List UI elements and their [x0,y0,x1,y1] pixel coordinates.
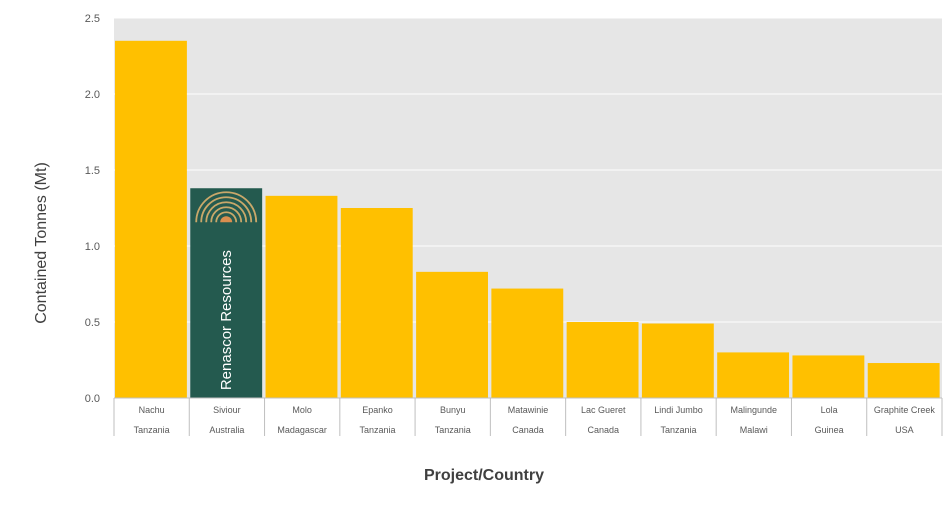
bar [115,40,187,399]
category-project: Lac Gueret [581,405,626,415]
bar [717,352,790,398]
bar [867,363,940,398]
bar [491,288,564,398]
category-country: Canada [512,425,544,435]
y-axis-title: Contained Tonnes (Mt) [33,162,50,324]
category-project: Molo [292,405,312,415]
logo-arc [205,201,248,223]
bar [566,322,639,398]
y-tick-labels: 0.0 0.5 1.0 1.5 2.0 2.5 [85,13,100,405]
y-tick-label: 0.0 [85,393,100,405]
category-project: Matawinie [508,405,549,415]
category-project: Siviour [213,405,241,415]
x-category-table: Nachu Tanzania Siviour Australia Molo Madagas… [113,397,943,436]
bar [340,208,413,398]
bar [641,323,714,398]
category-project: Lola [821,405,838,415]
bar-highlight [190,188,263,398]
category-country: USA [895,425,914,435]
category-country: Canada [588,425,620,435]
category-country: Tanzania [359,425,395,435]
category-country: Tanzania [435,425,471,435]
category-country: Guinea [815,425,844,435]
category-project: Lindi Jumbo [654,405,703,415]
category-project: Nachu [139,405,165,415]
category-country: Madagascar [277,425,327,435]
logo-arc [210,206,243,223]
bar [265,195,338,398]
category-country: Malawi [740,425,768,435]
x-axis-title: Project/Country [424,467,544,484]
y-tick-label: 1.0 [85,241,100,253]
bar [792,355,865,398]
y-tick-label: 2.5 [85,13,100,25]
category-project: Graphite Creek [874,405,936,415]
logo-sun [220,216,233,223]
y-tick-label: 2.0 [85,89,100,101]
category-country: Tanzania [134,425,170,435]
category-project: Bunyu [440,405,466,415]
renascor-logo: Renascor Resources [195,191,258,390]
category-project: Malingunde [731,405,778,415]
logo-arc [200,196,253,223]
y-tick-label: 0.5 [85,317,100,329]
bars [115,40,940,399]
category-country: Tanzania [661,425,697,435]
bar [416,271,488,398]
y-tick-label: 1.5 [85,165,100,177]
logo-arc [195,191,258,223]
highlight-bar-label: Renascor Resources [218,250,235,390]
category-project: Epanko [362,405,393,415]
logo-arc [215,211,238,223]
category-country: Australia [209,425,244,435]
